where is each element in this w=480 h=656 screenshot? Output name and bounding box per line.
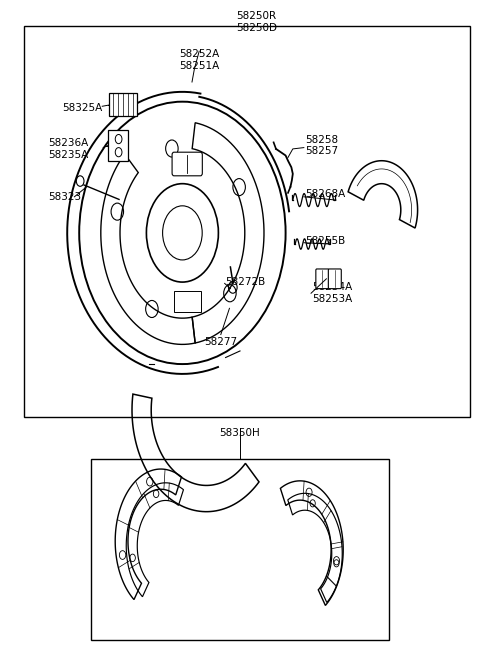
Bar xyxy=(24,26,470,417)
Text: 58255B: 58255B xyxy=(305,236,345,246)
FancyBboxPatch shape xyxy=(172,152,203,176)
Bar xyxy=(91,459,389,640)
Bar xyxy=(108,130,128,161)
Text: 58254A
58253A: 58254A 58253A xyxy=(312,283,352,304)
Text: 58323: 58323 xyxy=(48,192,81,202)
Text: 58236A
58235A: 58236A 58235A xyxy=(48,138,88,159)
Text: 58350H: 58350H xyxy=(220,428,260,438)
Text: 58258
58257: 58258 58257 xyxy=(305,135,338,156)
Text: 58325A: 58325A xyxy=(62,103,103,113)
FancyBboxPatch shape xyxy=(316,269,329,289)
Bar xyxy=(109,93,137,116)
Text: 58277: 58277 xyxy=(204,337,238,346)
Text: 58252A
58251A: 58252A 58251A xyxy=(179,49,219,71)
Text: 58268A: 58268A xyxy=(305,188,345,199)
Text: 58250R
58250D: 58250R 58250D xyxy=(236,11,277,33)
Bar xyxy=(174,291,201,312)
FancyBboxPatch shape xyxy=(328,269,341,289)
Text: 58272B: 58272B xyxy=(226,277,266,287)
